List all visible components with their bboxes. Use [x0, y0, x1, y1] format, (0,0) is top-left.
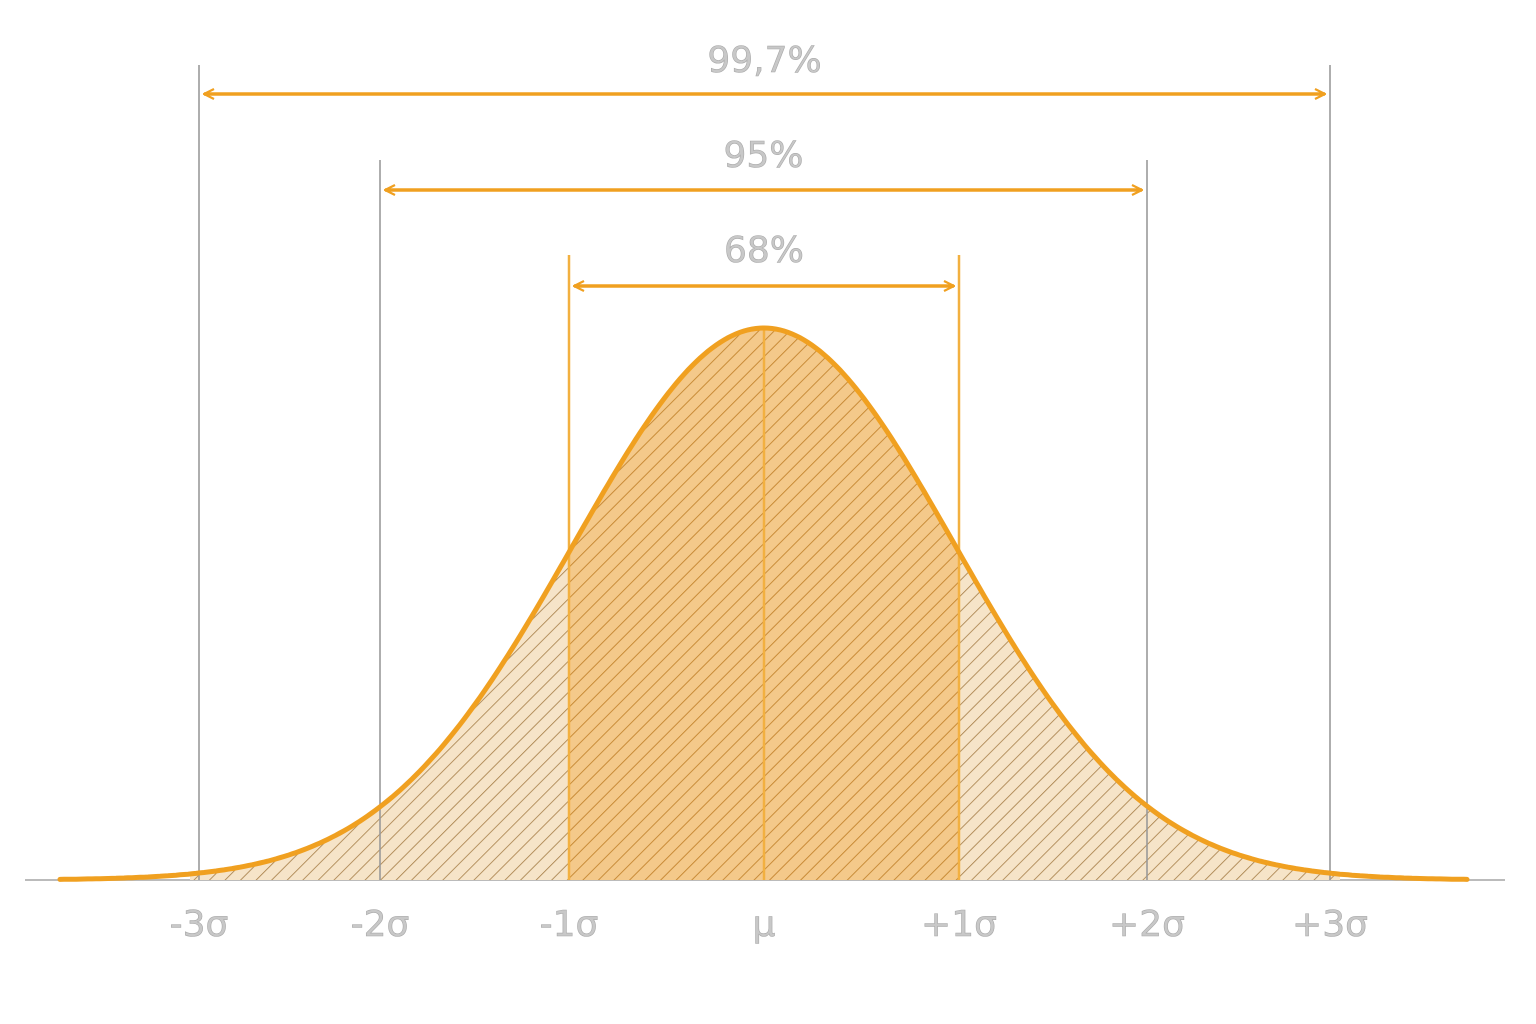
curve [57, 325, 1470, 882]
axis-label: +2σ [1109, 904, 1185, 945]
interval-label: 95% [723, 135, 803, 176]
axis-label: -2σ [351, 904, 410, 945]
axis-label: -3σ [170, 904, 229, 945]
interval-label: 99,7% [707, 40, 821, 81]
axis-label: +1σ [921, 904, 997, 945]
axis-label: μ [753, 904, 776, 945]
axis-label: +3σ [1292, 904, 1368, 945]
interval-label: 68% [724, 230, 804, 271]
axis-label: -1σ [540, 904, 599, 945]
